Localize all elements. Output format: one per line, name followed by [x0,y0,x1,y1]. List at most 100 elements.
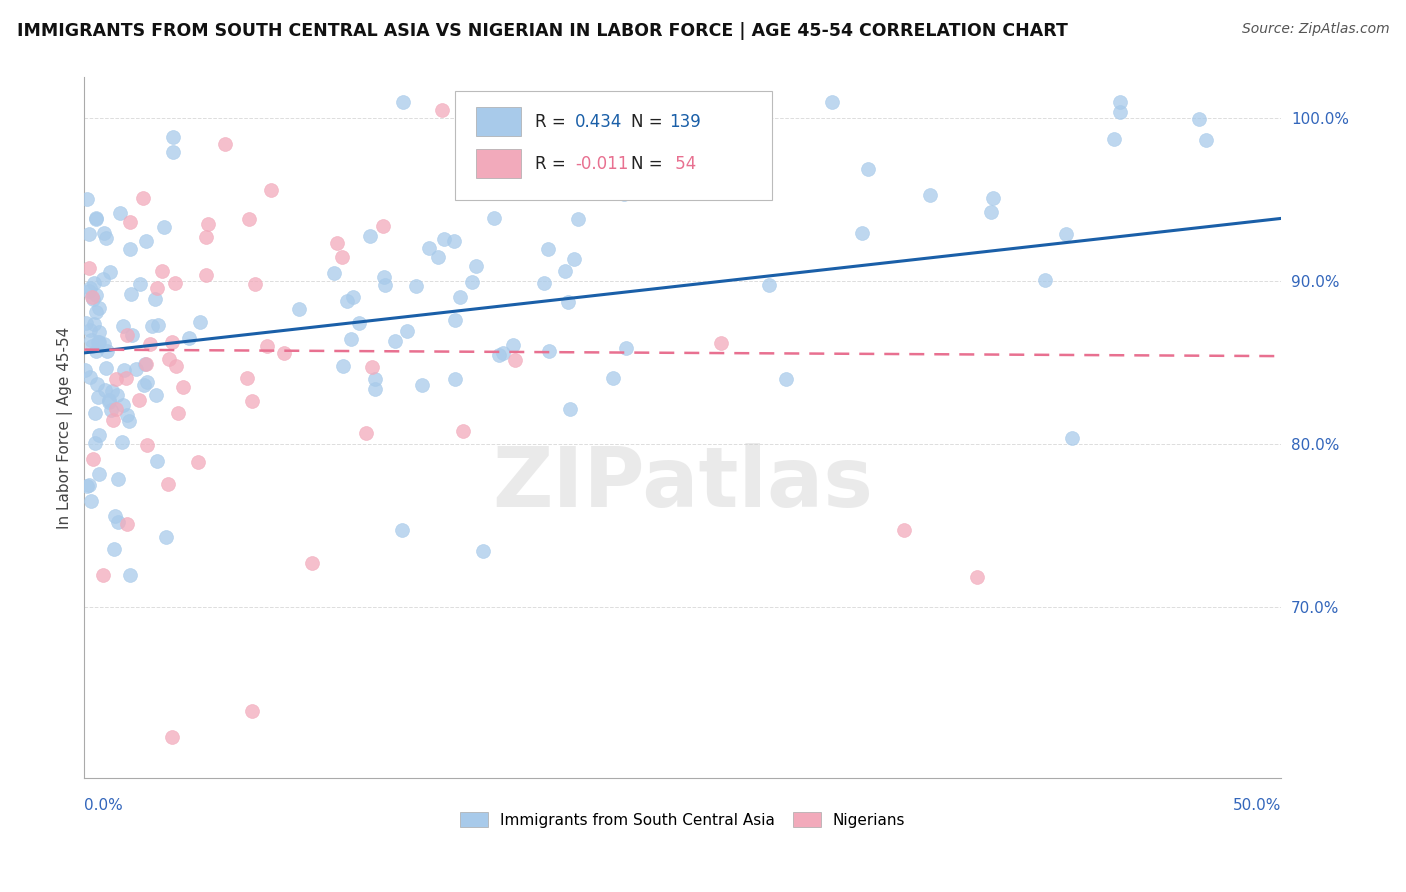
Point [135,438,157,452]
Point [138,337,160,351]
Text: Source: ZipAtlas.com: Source: ZipAtlas.com [1241,22,1389,37]
Point [575,150,598,164]
Point [471,543,494,558]
Point [214,137,236,152]
Point [120,287,142,301]
Point [112,363,135,377]
Point [301,556,323,570]
Point [77,284,100,298]
Point [195,230,218,244]
Point [77,261,100,276]
Point [395,324,418,338]
Point [562,252,585,266]
Point [153,219,176,234]
Point [533,277,555,291]
Point [238,211,260,226]
Point [371,219,394,233]
Point [77,478,100,492]
Text: 0.434: 0.434 [575,112,623,130]
Point [558,401,581,416]
Text: 50.0%: 50.0% [1233,797,1281,813]
Point [157,477,180,491]
Point [79,323,101,337]
Text: ZIPatlas: ZIPatlas [492,443,873,524]
Point [108,206,131,220]
Point [91,271,114,285]
Point [359,229,381,244]
Point [84,211,107,226]
FancyBboxPatch shape [456,92,772,200]
Point [728,183,751,197]
Point [77,227,100,242]
Point [131,190,153,204]
Legend: Immigrants from South Central Asia, Nigerians: Immigrants from South Central Asia, Nige… [454,805,911,834]
Point [86,343,108,358]
Point [364,372,387,386]
Point [602,371,624,385]
Point [89,335,111,350]
Point [105,402,128,417]
Point [340,332,363,346]
Point [98,264,121,278]
Point [83,318,105,332]
Point [94,231,117,245]
Point [187,455,209,469]
Point [143,293,166,307]
Point [482,211,505,225]
Point [97,392,120,407]
Point [107,473,129,487]
Point [135,375,157,389]
Point [775,372,797,386]
Point [256,338,278,352]
Point [288,301,311,316]
Point [135,234,157,248]
Point [1187,112,1209,126]
Point [111,318,134,333]
Point [177,331,200,345]
Point [1033,273,1056,287]
Point [384,334,406,348]
Point [79,281,101,295]
Point [502,338,524,352]
Point [115,328,138,343]
Point [160,335,183,350]
Point [128,393,150,408]
Point [108,45,131,60]
Point [87,301,110,315]
Point [893,523,915,537]
Point [443,234,465,248]
Point [323,266,346,280]
Point [120,567,142,582]
Point [105,372,128,386]
Point [87,335,110,350]
Point [405,279,427,293]
Point [79,370,101,384]
Point [1062,431,1084,445]
Point [76,192,98,206]
Point [146,280,169,294]
Point [1054,227,1077,242]
Text: 54: 54 [669,154,696,173]
Point [145,388,167,402]
Point [856,161,879,176]
Text: 0.0%: 0.0% [84,797,124,813]
Point [84,288,107,302]
Point [121,328,143,343]
Point [87,390,110,404]
Point [86,377,108,392]
Point [167,406,190,420]
Y-axis label: In Labor Force | Age 45-54: In Labor Force | Age 45-54 [58,326,73,529]
Point [374,278,396,293]
Point [354,425,377,440]
Point [155,530,177,544]
Point [84,211,107,226]
Point [84,406,107,420]
Point [172,380,194,394]
Point [115,408,138,422]
Point [188,315,211,329]
Point [165,276,187,290]
Point [134,378,156,392]
Point [135,357,157,371]
Point [197,218,219,232]
Point [326,235,349,250]
